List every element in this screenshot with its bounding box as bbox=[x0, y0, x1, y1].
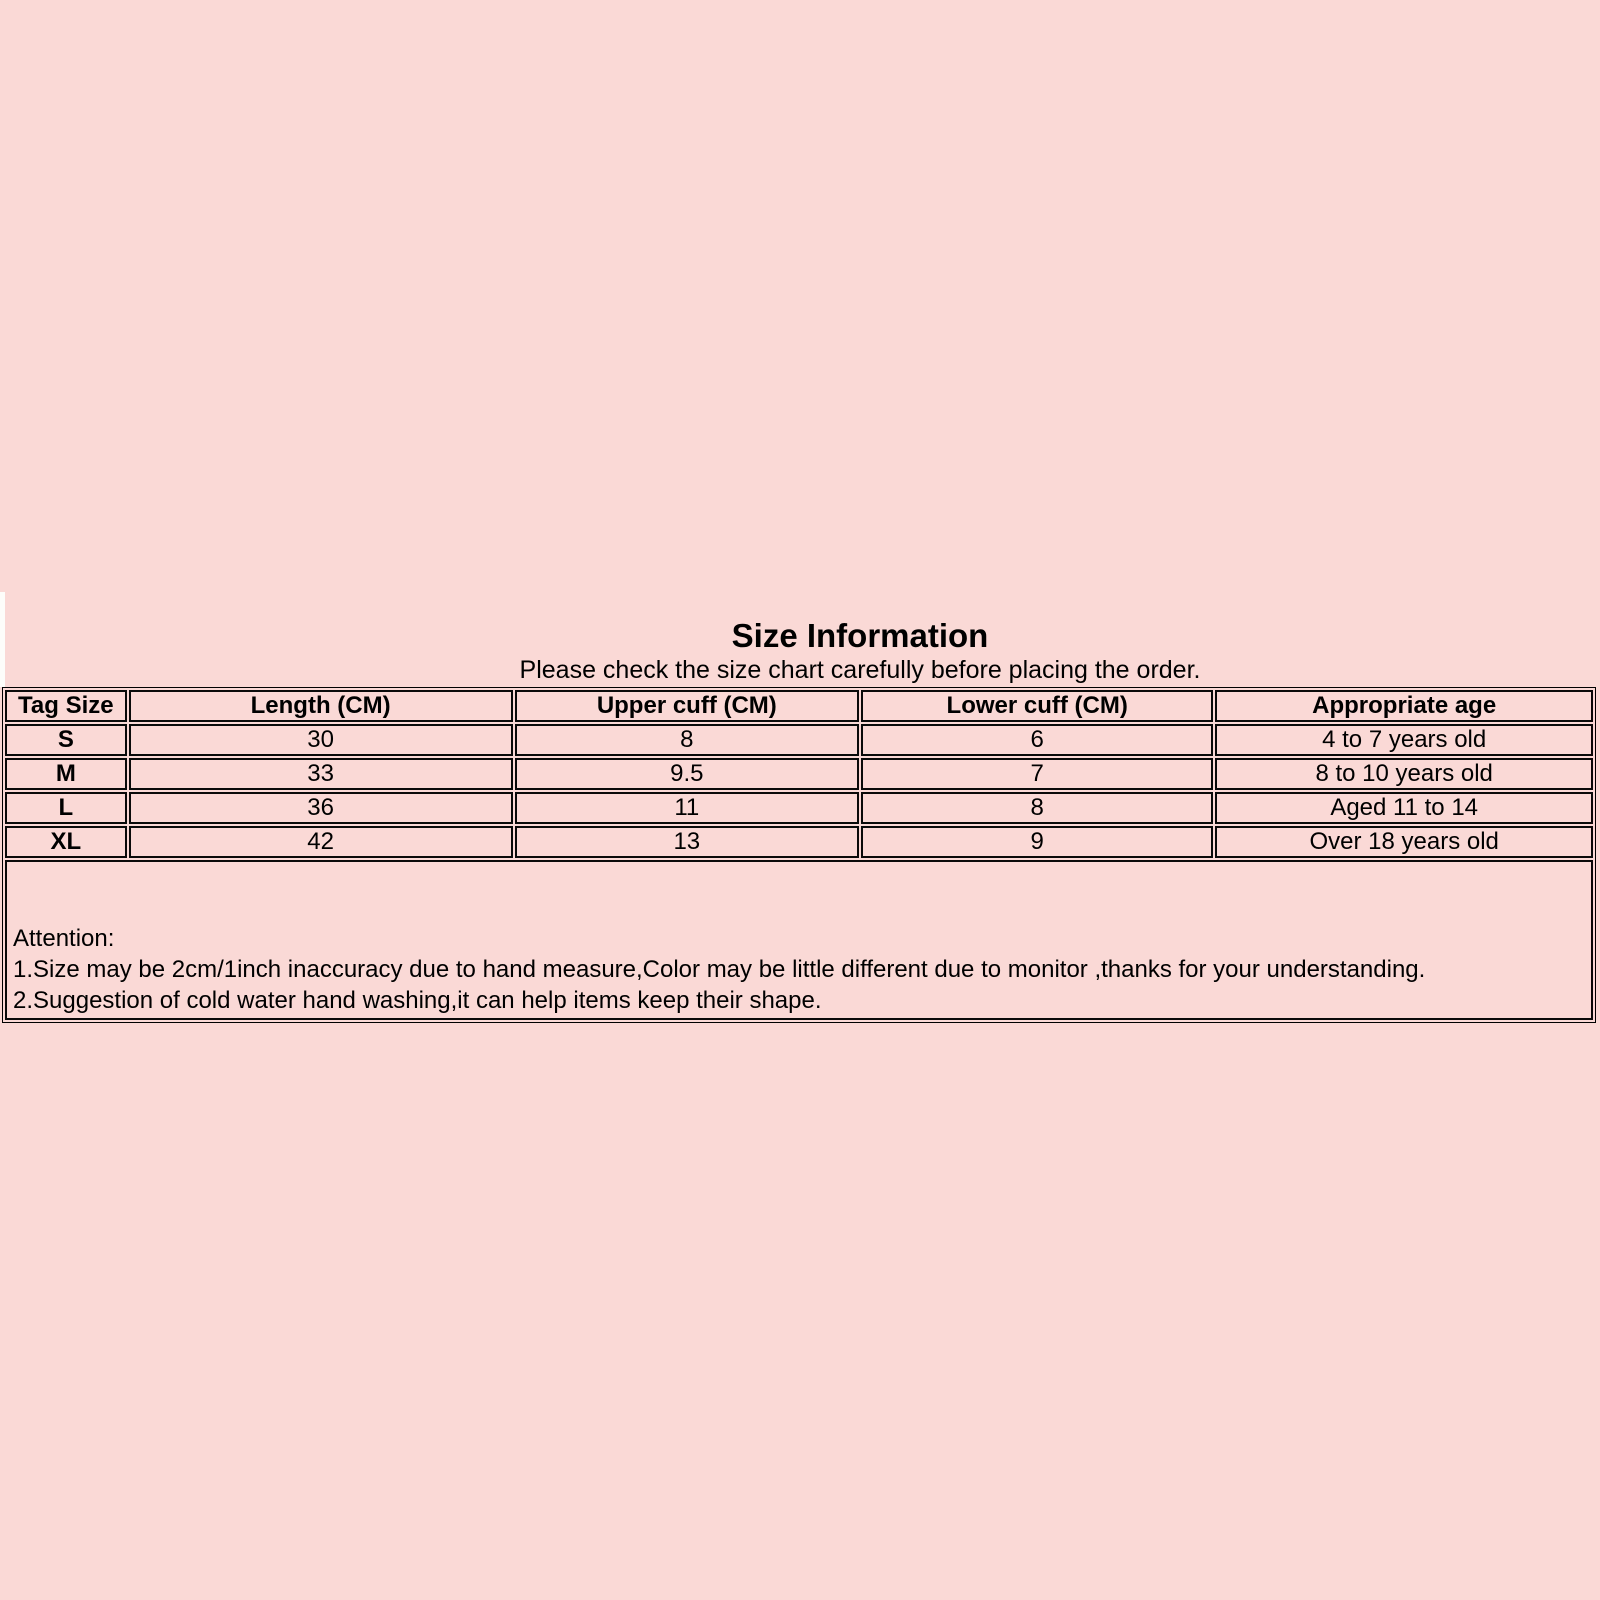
cell-length: 36 bbox=[128, 792, 513, 824]
cell-tag-size: L bbox=[5, 792, 127, 824]
table-row-xl: XL 42 13 9 Over 18 years old bbox=[5, 826, 1593, 858]
page-subtitle: Please check the size chart carefully be… bbox=[519, 656, 1201, 684]
cell-tag-size: XL bbox=[5, 826, 127, 858]
table-row-s: S 30 8 6 4 to 7 years old bbox=[5, 724, 1593, 756]
cell-upper-cuff: 9.5 bbox=[514, 758, 860, 790]
column-header-lower-cuff: Lower cuff (CM) bbox=[861, 690, 1214, 722]
page-title: Size Information bbox=[731, 617, 989, 654]
cell-age: 4 to 7 years old bbox=[1215, 724, 1593, 756]
attention-note-1: 1.Size may be 2cm/1inch inaccuracy due t… bbox=[13, 956, 1426, 983]
table-row-l: L 36 11 8 Aged 11 to 14 bbox=[5, 792, 1593, 824]
attention-heading: Attention: bbox=[13, 925, 115, 952]
attention-row: Attention: 1.Size may be 2cm/1inch inacc… bbox=[5, 860, 1593, 1020]
size-chart-table: Tag Size Length (CM) Upper cuff (CM) Low… bbox=[2, 687, 1596, 1023]
cell-lower-cuff: 9 bbox=[861, 826, 1214, 858]
column-header-tag-size: Tag Size bbox=[5, 690, 127, 722]
column-header-upper-cuff: Upper cuff (CM) bbox=[514, 690, 860, 722]
cell-lower-cuff: 8 bbox=[861, 792, 1214, 824]
column-header-appropriate-age: Appropriate age bbox=[1215, 690, 1593, 722]
cell-length: 33 bbox=[128, 758, 513, 790]
cell-tag-size: S bbox=[5, 724, 127, 756]
cell-age: Over 18 years old bbox=[1215, 826, 1593, 858]
cell-age: Aged 11 to 14 bbox=[1215, 792, 1593, 824]
cell-age: 8 to 10 years old bbox=[1215, 758, 1593, 790]
cell-lower-cuff: 6 bbox=[861, 724, 1214, 756]
heading-block: Size Information Please check the size c… bbox=[60, 617, 1600, 685]
cell-upper-cuff: 11 bbox=[514, 792, 860, 824]
attention-cell: Attention: 1.Size may be 2cm/1inch inacc… bbox=[5, 860, 1593, 1020]
cell-upper-cuff: 13 bbox=[514, 826, 860, 858]
column-header-length: Length (CM) bbox=[128, 690, 513, 722]
cell-lower-cuff: 7 bbox=[861, 758, 1214, 790]
table-row-m: M 33 9.5 7 8 to 10 years old bbox=[5, 758, 1593, 790]
table-header-row: Tag Size Length (CM) Upper cuff (CM) Low… bbox=[5, 690, 1593, 722]
attention-note-2: 2.Suggestion of cold water hand washing,… bbox=[13, 987, 822, 1014]
left-edge-artifact bbox=[0, 592, 5, 687]
cell-length: 30 bbox=[128, 724, 513, 756]
cell-upper-cuff: 8 bbox=[514, 724, 860, 756]
cell-tag-size: M bbox=[5, 758, 127, 790]
cell-length: 42 bbox=[128, 826, 513, 858]
